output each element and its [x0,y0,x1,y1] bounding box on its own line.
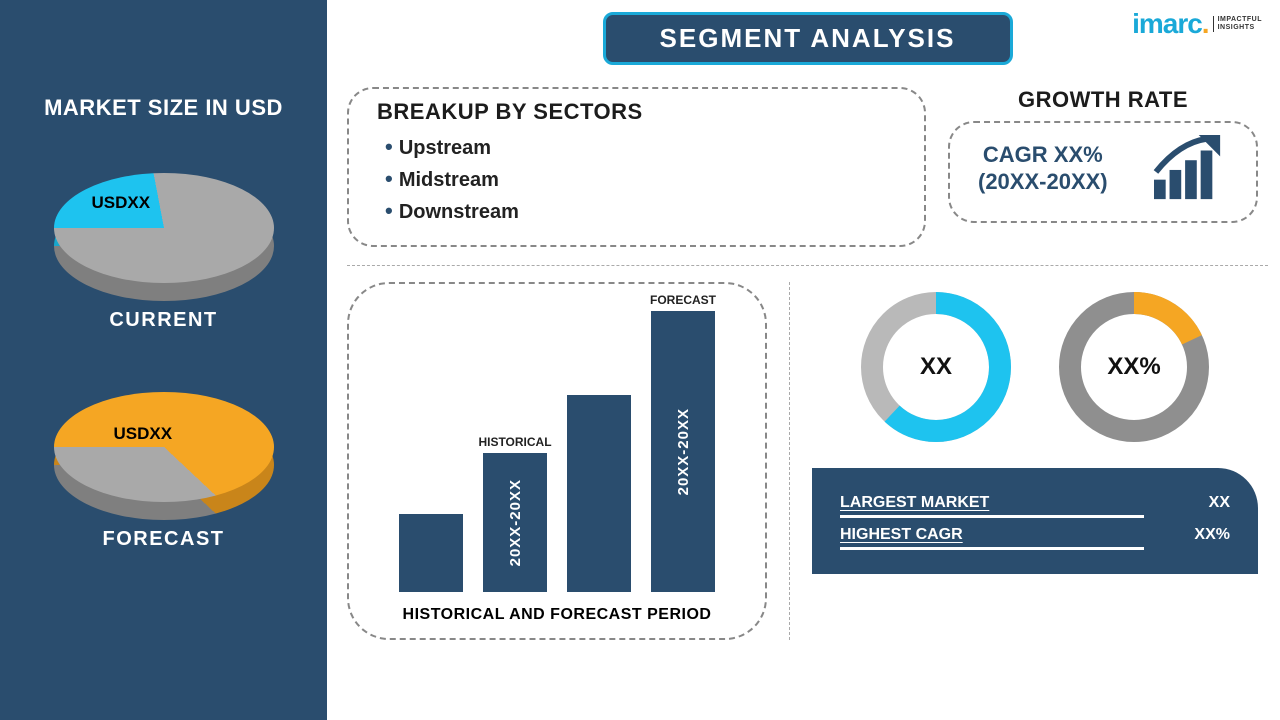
pie-current: USDXX [44,153,284,303]
bar-chart: HISTORICAL20XX-20XXFORECAST20XX-20XX [369,302,745,592]
vertical-divider [789,282,790,640]
stats-panel: XX XX% LARGEST MARKET XX HIGHEST CAGR XX% [812,282,1258,640]
market-size-title: MARKET SIZE IN USD [44,95,283,121]
growth-text: CAGR XX%(20XX-20XX) [978,141,1108,196]
metric-row: HIGHEST CAGR XX% [840,526,1230,544]
bar-period-label: 20XX-20XX [675,408,692,495]
metric-label: LARGEST MARKET [840,494,989,512]
sector-list: UpstreamMidstreamDownstream [377,131,896,227]
bar-period-label: 20XX-20XX [507,479,524,566]
growth-chart-icon [1150,133,1228,203]
metric-value: XX% [1194,526,1230,544]
donut-left: XX [861,292,1011,442]
bar: HISTORICAL20XX-20XX [483,453,547,592]
metric-value: XX [1209,494,1230,512]
page-title: SEGMENT ANALYSIS [603,12,1013,65]
pie-forecast-label: FORECAST [103,528,225,551]
pie-current-label: CURRENT [109,309,217,332]
pie-forecast: USDXX [44,372,284,522]
bar-tag: FORECAST [650,293,716,307]
metric-bar [840,547,1230,550]
donut-left-value: XX [861,292,1011,442]
logo-dot-icon: . [1202,8,1209,40]
horizontal-divider [347,265,1268,266]
pie-current-value: USDXX [92,193,151,213]
bar [399,514,463,592]
metrics-card: LARGEST MARKET XX HIGHEST CAGR XX% [812,468,1258,574]
logo-subtext: IMPACTFULINSIGHTS [1213,16,1262,32]
sectors-box: BREAKUP BY SECTORS UpstreamMidstreamDown… [347,87,926,247]
sectors-title: BREAKUP BY SECTORS [377,99,896,125]
metric-label: HIGHEST CAGR [840,526,963,544]
bar-tag: HISTORICAL [478,435,551,449]
donut-right-value: XX% [1059,292,1209,442]
bar: FORECAST20XX-20XX [651,311,715,592]
metric-bar [840,515,1230,518]
bar-chart-caption: HISTORICAL AND FORECAST PERIOD [403,606,712,624]
sector-item: Downstream [385,195,896,227]
bar [567,395,631,592]
growth-box: CAGR XX%(20XX-20XX) [948,121,1258,223]
growth-title: GROWTH RATE [948,87,1258,113]
historical-forecast-panel: HISTORICAL20XX-20XXFORECAST20XX-20XX HIS… [347,282,767,640]
logo-text: imarc [1132,8,1202,40]
pie-forecast-value: USDXX [114,424,173,444]
sector-item: Midstream [385,163,896,195]
brand-logo: imarc. IMPACTFULINSIGHTS [1132,8,1262,40]
metric-row: LARGEST MARKET XX [840,494,1230,512]
sector-item: Upstream [385,131,896,163]
left-market-size-panel: MARKET SIZE IN USD USDXX CURRENT USDXX F… [0,0,327,720]
right-content-area: imarc. IMPACTFULINSIGHTS SEGMENT ANALYSI… [327,0,1280,720]
donut-right: XX% [1059,292,1209,442]
